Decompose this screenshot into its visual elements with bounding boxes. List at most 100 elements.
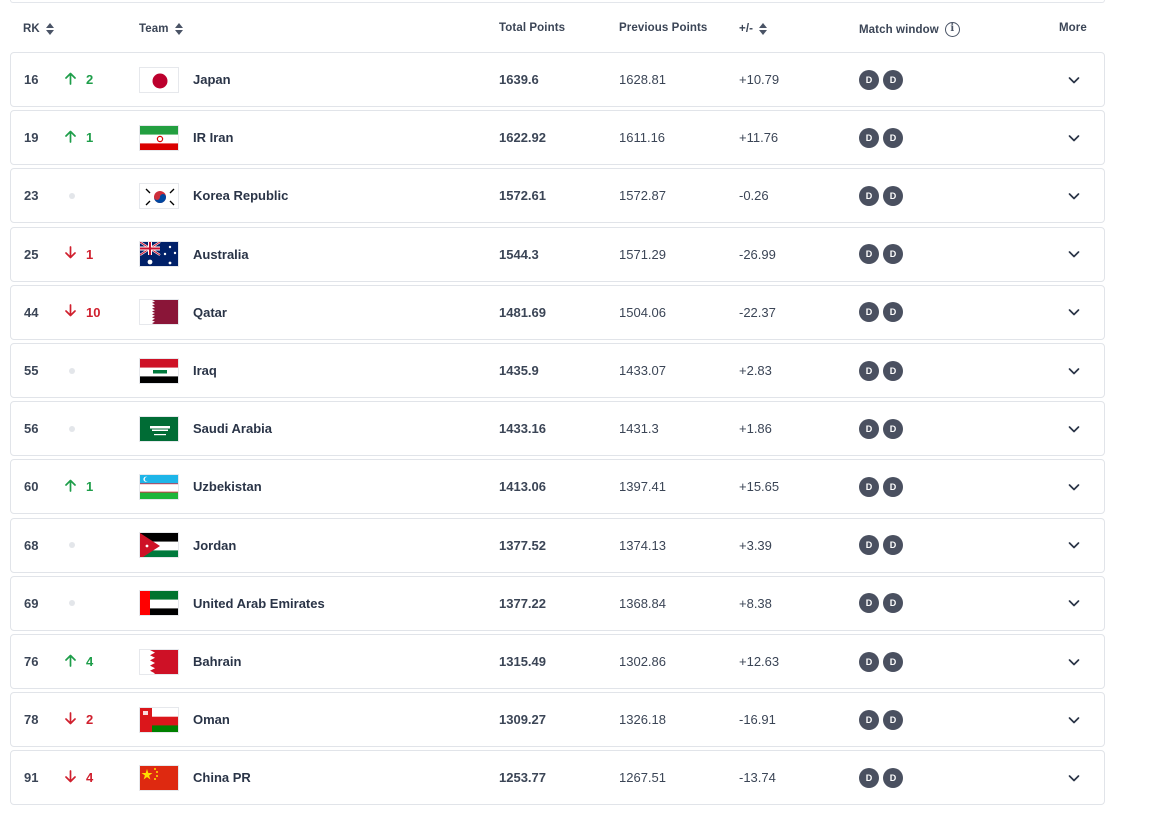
team-name[interactable]: Bahrain	[193, 654, 242, 669]
previous-points-cell: 1267.51	[619, 770, 666, 786]
chevron-down-icon[interactable]	[1067, 655, 1081, 669]
match-window-badge[interactable]: D	[859, 651, 879, 672]
previous-points-cell: 1326.18	[619, 712, 666, 728]
team-name[interactable]: Australia	[193, 246, 249, 262]
match-window-badge[interactable]: D	[883, 418, 903, 439]
match-window-badge[interactable]: D	[859, 244, 879, 265]
match-window-badge[interactable]: D	[883, 651, 903, 672]
rank-cell: 60	[24, 479, 39, 495]
chevron-down-icon[interactable]	[1067, 364, 1081, 378]
team-name[interactable]: Oman	[193, 712, 230, 728]
match-window-badge[interactable]: D	[859, 476, 879, 497]
team-name[interactable]: Iraq	[193, 363, 217, 378]
table-row[interactable]: 69 United Arab Emirates 1377.22 1368.84 …	[10, 575, 1105, 631]
chevron-down-icon[interactable]	[1067, 713, 1081, 727]
match-window-badge[interactable]: D	[859, 127, 879, 148]
match-window-badge[interactable]: D	[883, 244, 903, 265]
rank-cell: 19	[24, 130, 39, 146]
chevron-down-icon[interactable]	[1067, 73, 1081, 87]
expand-row-button[interactable]	[1067, 460, 1081, 513]
match-window-badge[interactable]: D	[883, 593, 903, 614]
chevron-down-icon[interactable]	[1067, 305, 1081, 319]
team-name[interactable]: China PR	[193, 770, 251, 786]
match-window-badge[interactable]: D	[859, 767, 879, 788]
team-name[interactable]: United Arab Emirates	[193, 595, 325, 611]
expand-row-button[interactable]	[1067, 344, 1081, 397]
match-window-badge[interactable]: D	[859, 709, 879, 730]
expand-row-button[interactable]	[1067, 53, 1081, 106]
match-window-badge[interactable]: D	[883, 476, 903, 497]
match-window-badge[interactable]: D	[859, 418, 879, 439]
sort-icon[interactable]	[174, 22, 183, 36]
team-name[interactable]: Qatar	[193, 304, 227, 320]
match-window-badge[interactable]: D	[859, 69, 879, 90]
match-window-badge[interactable]: D	[883, 709, 903, 730]
expand-row-button[interactable]	[1067, 228, 1081, 281]
team-name[interactable]: Jordan	[193, 537, 237, 553]
match-window-badge[interactable]: D	[883, 302, 903, 323]
team-name[interactable]: Korea Republic	[193, 188, 289, 204]
expand-row-button[interactable]	[1067, 402, 1081, 455]
expand-row-button[interactable]	[1067, 693, 1081, 746]
expand-row-button[interactable]	[1067, 519, 1081, 572]
match-window-badge[interactable]: D	[883, 127, 903, 148]
match-window-badge[interactable]: D	[859, 535, 879, 556]
team-header[interactable]: Team	[139, 22, 183, 36]
team-name[interactable]: IR Iran	[193, 130, 234, 146]
rank-change-value: 4	[86, 770, 94, 786]
match-window-badge[interactable]: D	[859, 360, 879, 381]
diff-header[interactable]: +/-	[739, 22, 768, 36]
expand-row-button[interactable]	[1067, 635, 1081, 688]
sort-icon[interactable]	[45, 22, 54, 36]
sort-icon[interactable]	[759, 22, 768, 36]
match-window-badge[interactable]: D	[883, 360, 903, 381]
match-window-badge[interactable]: D	[859, 302, 879, 323]
table-row[interactable]: 23 Korea Republic 1572.61 1572.87 -0.26 …	[10, 168, 1105, 224]
team-name[interactable]: Japan	[193, 72, 231, 87]
chevron-down-icon[interactable]	[1067, 480, 1081, 494]
chevron-down-icon[interactable]	[1067, 422, 1081, 436]
chevron-down-icon[interactable]	[1067, 131, 1081, 145]
chevron-down-icon[interactable]	[1067, 538, 1081, 552]
info-icon[interactable]: i	[944, 22, 960, 37]
expand-row-button[interactable]	[1067, 286, 1081, 339]
team-name[interactable]: Saudi Arabia	[193, 421, 272, 437]
team-name[interactable]: Uzbekistan	[193, 479, 262, 495]
match-window-badge[interactable]: D	[883, 69, 903, 90]
expand-row-button[interactable]	[1067, 111, 1081, 164]
match-window-badge[interactable]: D	[883, 185, 903, 206]
chevron-down-icon[interactable]	[1067, 596, 1081, 610]
table-row[interactable]: 60 1 Uzbekistan 1413.06 1397.41 +15.65 D…	[10, 459, 1105, 515]
rank-header[interactable]: RK	[23, 22, 54, 36]
expand-row-button[interactable]	[1067, 169, 1081, 222]
chevron-down-icon[interactable]	[1067, 247, 1081, 261]
match-window-badge[interactable]: D	[859, 593, 879, 614]
chevron-down-icon[interactable]	[1067, 189, 1081, 203]
rank-cell: 69	[24, 595, 39, 611]
expand-row-button[interactable]	[1067, 751, 1081, 804]
match-window-badge[interactable]: D	[859, 185, 879, 206]
match-window-badge[interactable]: D	[883, 767, 903, 788]
match-window-header: Match window i	[859, 22, 960, 37]
expand-row-button[interactable]	[1067, 577, 1081, 630]
more-header: More	[1059, 22, 1087, 34]
previous-card-edge	[10, 0, 1105, 3]
previous-points-cell: 1611.16	[619, 130, 666, 146]
chevron-down-icon[interactable]	[1067, 771, 1081, 785]
match-window-badge[interactable]: D	[883, 535, 903, 556]
arrow-down-icon	[65, 246, 76, 262]
